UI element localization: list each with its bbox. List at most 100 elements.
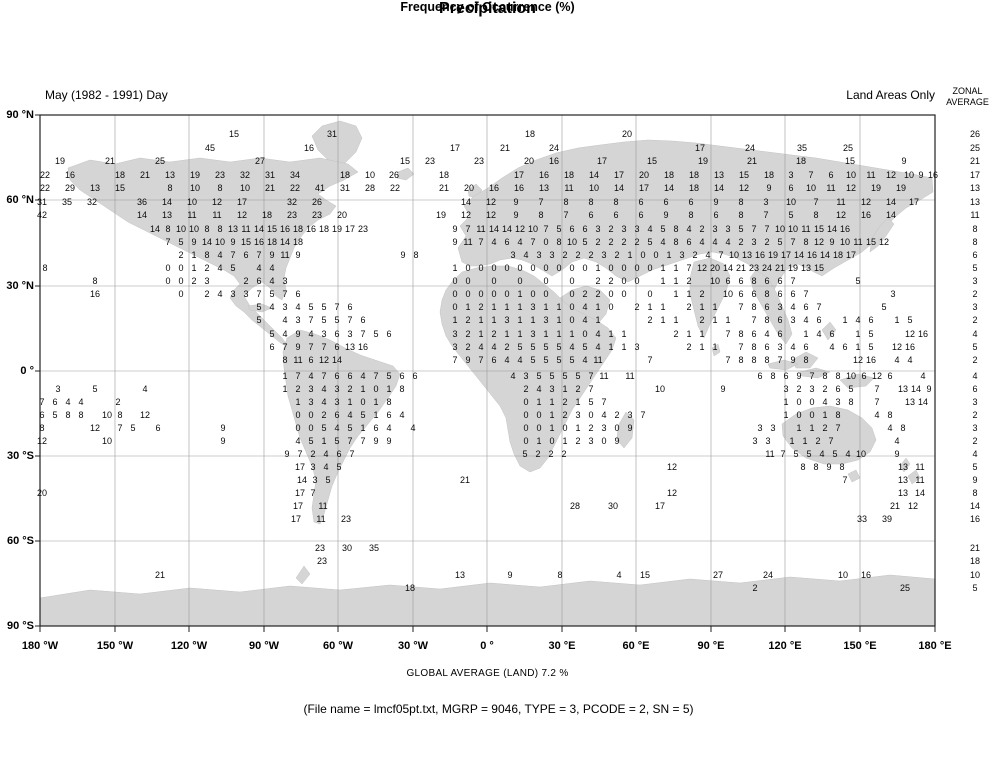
grid-value: 4 bbox=[686, 224, 692, 234]
grid-value: 7 bbox=[360, 329, 366, 339]
grid-value: 4 bbox=[582, 355, 588, 365]
grid-value: 11 bbox=[866, 170, 876, 180]
grid-value: 8 bbox=[673, 237, 679, 247]
grid-value: 0 bbox=[621, 289, 627, 299]
x-tick-label: 180 °E bbox=[918, 640, 952, 652]
grid-value: 10 bbox=[903, 170, 915, 180]
grid-value: 18 bbox=[292, 237, 304, 247]
grid-value: 5 bbox=[556, 224, 562, 234]
zonal-average-value: 16 bbox=[969, 514, 981, 524]
grid-value: 17 bbox=[638, 183, 650, 193]
grid-value: 2 bbox=[699, 315, 705, 325]
x-tick-label: 90 °E bbox=[697, 640, 725, 652]
grid-value: 0 bbox=[608, 263, 614, 273]
zonal-average-value: 21 bbox=[969, 543, 981, 553]
grid-value: 8 bbox=[887, 410, 893, 420]
grid-value: 31 bbox=[339, 183, 351, 193]
grid-value: 2 bbox=[178, 250, 184, 260]
grid-value: 12 bbox=[666, 462, 678, 472]
grid-value: 6 bbox=[764, 342, 770, 352]
grid-value: 8 bbox=[900, 423, 906, 433]
grid-value: 1 bbox=[543, 302, 549, 312]
grid-value: 10 bbox=[845, 170, 857, 180]
grid-value: 5 bbox=[360, 410, 366, 420]
grid-value: 2 bbox=[243, 276, 249, 286]
grid-value: 4 bbox=[894, 355, 900, 365]
grid-value: 2 bbox=[608, 237, 614, 247]
grid-value: 7 bbox=[282, 342, 288, 352]
grid-value: 9 bbox=[796, 371, 802, 381]
grid-value: 19 bbox=[54, 156, 66, 166]
grid-value: 6 bbox=[790, 289, 796, 299]
y-tick-label: 30 °S bbox=[6, 450, 34, 462]
grid-value: 6 bbox=[386, 329, 392, 339]
grid-value: 16 bbox=[806, 250, 818, 260]
grid-value: 18 bbox=[663, 170, 675, 180]
landmass-australia bbox=[781, 405, 877, 465]
grid-value: 0 bbox=[465, 289, 471, 299]
grid-value: 1 bbox=[562, 436, 568, 446]
period-label: May (1982 - 1991) Day bbox=[45, 88, 168, 102]
grid-value: 2 bbox=[686, 342, 692, 352]
grid-value: 4 bbox=[660, 237, 666, 247]
grid-value: 4 bbox=[829, 342, 835, 352]
grid-value: 1 bbox=[465, 302, 471, 312]
grid-value: 7 bbox=[725, 329, 731, 339]
grid-value: 14 bbox=[917, 397, 929, 407]
grid-value: 4 bbox=[217, 289, 223, 299]
grid-value: 6 bbox=[828, 170, 834, 180]
grid-value: 4 bbox=[386, 423, 392, 433]
zonal-average-value: 5 bbox=[972, 462, 978, 472]
grid-value: 13 bbox=[89, 183, 101, 193]
grid-value: 8 bbox=[65, 410, 71, 420]
grid-value: 0 bbox=[165, 263, 171, 273]
grid-value: 7 bbox=[803, 289, 809, 299]
grid-value: 5 bbox=[530, 342, 536, 352]
grid-value: 5 bbox=[325, 475, 331, 485]
grid-value: 12 bbox=[485, 197, 497, 207]
grid-value: 7 bbox=[465, 224, 471, 234]
grid-value: 1 bbox=[699, 302, 705, 312]
grid-value: 6 bbox=[788, 183, 794, 193]
grid-value: 21 bbox=[438, 183, 450, 193]
grid-value: 13 bbox=[227, 224, 239, 234]
grid-value: 6 bbox=[336, 449, 342, 459]
grid-value: 14 bbox=[253, 224, 265, 234]
grid-value: 16 bbox=[860, 570, 872, 580]
x-tick-label: 90 °W bbox=[248, 640, 280, 652]
grid-value: 8 bbox=[835, 410, 841, 420]
grid-value: 9 bbox=[894, 449, 900, 459]
grid-value: 15 bbox=[865, 237, 877, 247]
grid-value: 4 bbox=[491, 237, 497, 247]
zonal-average-value: 6 bbox=[972, 250, 978, 260]
grid-value: 1 bbox=[660, 263, 666, 273]
grid-value: 13 bbox=[800, 263, 812, 273]
grid-value: 20 bbox=[36, 488, 48, 498]
grid-value: 2 bbox=[588, 423, 594, 433]
grid-value: 8 bbox=[386, 397, 392, 407]
grid-value: 7 bbox=[230, 250, 236, 260]
grid-value: 19 bbox=[870, 183, 882, 193]
grid-value: 4 bbox=[887, 423, 893, 433]
grid-value: 11 bbox=[915, 475, 925, 485]
grid-value: 7 bbox=[295, 371, 301, 381]
grid-value: 1 bbox=[608, 342, 614, 352]
grid-value: 18 bbox=[318, 224, 330, 234]
grid-value: 10 bbox=[188, 224, 200, 234]
grid-value: 12 bbox=[852, 355, 864, 365]
grid-value: 16 bbox=[538, 170, 550, 180]
grid-value: 20 bbox=[621, 129, 633, 139]
grid-value: 11 bbox=[765, 449, 775, 459]
grid-value: 4 bbox=[790, 342, 796, 352]
grid-value: 7 bbox=[751, 224, 757, 234]
grid-value: 0 bbox=[543, 289, 549, 299]
grid-value: 11 bbox=[280, 250, 290, 260]
grid-value: 2 bbox=[575, 436, 581, 446]
grid-value: 8 bbox=[738, 329, 744, 339]
grid-value: 2 bbox=[582, 289, 588, 299]
grid-value: 14 bbox=[722, 263, 734, 273]
grid-value: 7 bbox=[530, 237, 536, 247]
grid-value: 6 bbox=[243, 250, 249, 260]
grid-value: 1 bbox=[478, 315, 484, 325]
